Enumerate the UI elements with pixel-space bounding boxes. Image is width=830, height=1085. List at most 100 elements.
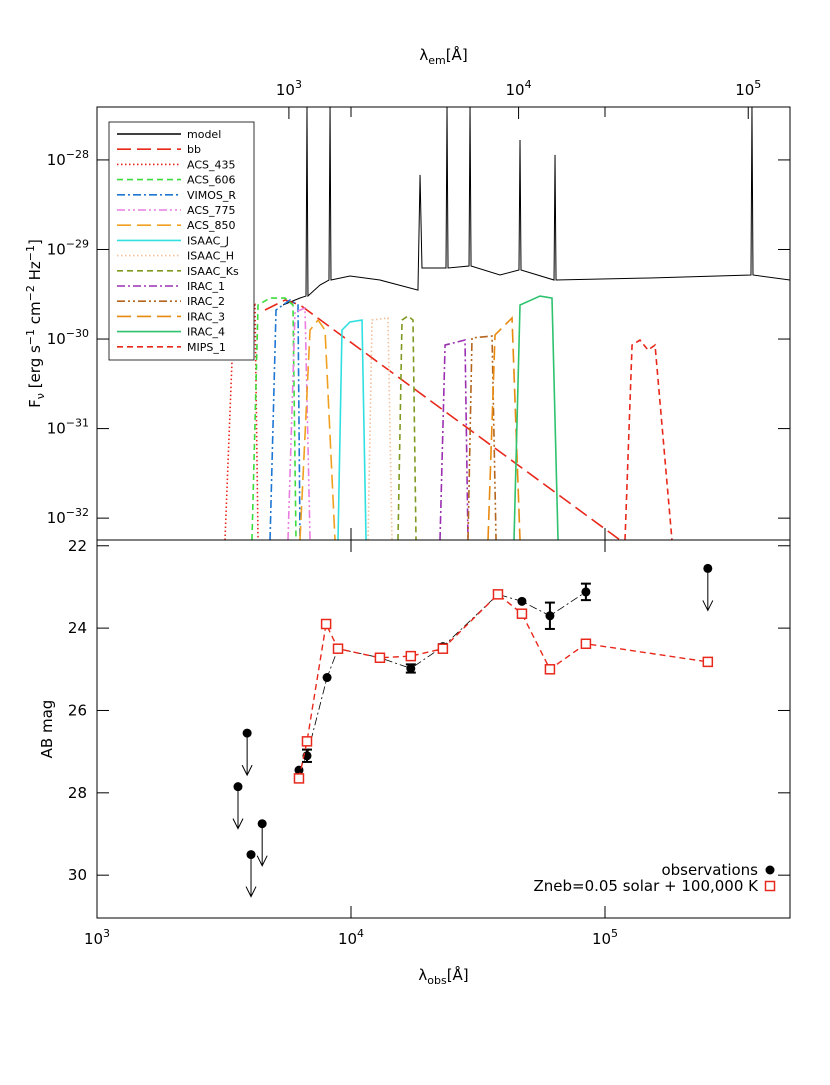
observation-point — [322, 673, 332, 683]
legend-label: MIPS_1 — [187, 341, 226, 354]
model-square — [293, 773, 305, 784]
plot-frame — [96, 539, 791, 919]
legend-label: ISAAC_H — [187, 250, 234, 263]
model-square — [580, 638, 592, 650]
legend-label: IRAC_1 — [187, 280, 225, 293]
legend-label: ACS_775 — [187, 204, 236, 217]
observation-point — [406, 663, 416, 673]
y-tick-label-exp: −28 — [66, 148, 89, 161]
y-tick-label: 26 — [68, 701, 87, 719]
x2-tick-label: 103 — [276, 78, 302, 99]
y-axis-label-part: −1 — [24, 329, 37, 345]
upper-limit-arrow — [702, 568, 714, 612]
x-tick-label-exp: 5 — [611, 927, 618, 940]
bottom-panel — [232, 563, 714, 898]
y-tick-label: 28 — [68, 784, 87, 802]
legend-label: observations — [661, 861, 758, 879]
spectrum-line — [487, 316, 521, 540]
model-square — [320, 618, 332, 630]
y-tick-label: 30 — [68, 866, 87, 884]
y-tick-label: 10−28 — [47, 148, 89, 169]
x2-tick-label-base: 10 — [276, 81, 295, 99]
legend-label: IRAC_4 — [187, 326, 225, 339]
model-square — [437, 643, 449, 654]
x-tick-label-base: 10 — [84, 930, 103, 948]
y-axis-label-part: ν — [34, 393, 47, 399]
legend-marker — [765, 865, 775, 875]
y-tick-label-base: 10 — [47, 420, 66, 438]
y-axis-label-part: cm — [26, 301, 44, 329]
model-square — [544, 664, 556, 675]
observation-point — [581, 587, 591, 597]
legend-label: ACS_435 — [187, 158, 236, 171]
x2-tick-label-exp: 5 — [754, 78, 761, 91]
legend-label: Zneb=0.05 solar + 100,000 K — [533, 877, 759, 895]
legend-label: model — [187, 128, 221, 141]
upper-limit-arrow — [232, 786, 244, 830]
legend-label: IRAC_3 — [187, 310, 225, 323]
x2-axis-label: λem[Å] — [419, 45, 467, 67]
y-axis-label-part: ] — [26, 239, 44, 245]
x-axis-label-part: [Å] — [447, 965, 469, 984]
legend: model bb ACS_435 ACS_606 VIMOS_R ACS_775 ACS_8… — [108, 121, 255, 361]
spectrum-line — [439, 338, 469, 540]
x2-tick-label-base: 10 — [735, 81, 754, 99]
x2-tick-label-exp: 3 — [295, 78, 302, 91]
x-tick-label: 104 — [338, 927, 364, 948]
legend-label: bb — [187, 143, 201, 156]
y-tick-label: 10−31 — [47, 417, 89, 438]
upper-limit-arrow — [245, 854, 257, 898]
model-square — [301, 736, 313, 747]
y-axis-label-part: Hz — [26, 261, 44, 285]
y-axis-label: AB mag — [38, 700, 56, 759]
model-square — [516, 608, 528, 619]
spectrum-line — [282, 107, 790, 306]
model-square — [492, 589, 504, 600]
spectrum-line — [264, 299, 621, 540]
legend-label: ISAAC_Ks — [187, 265, 239, 278]
model-square — [405, 650, 417, 662]
upper-limit-arrow — [241, 733, 253, 777]
spectrum-line — [467, 335, 497, 540]
y-tick-label-exp: −32 — [66, 506, 89, 519]
legend-label: ACS_606 — [187, 174, 236, 187]
x2-axis-label-part: [Å] — [446, 45, 468, 64]
observation-point — [517, 596, 527, 606]
upper-limit-arrow — [256, 823, 268, 867]
spectrum-line — [513, 295, 559, 540]
x-tick-label-exp: 4 — [357, 927, 364, 940]
spectrum-line — [367, 317, 393, 540]
x2-axis-label-part: λ — [419, 46, 428, 64]
connector-line — [298, 593, 708, 779]
legend-marker — [764, 880, 776, 892]
spectrum-line — [224, 303, 259, 540]
y-tick-label-base: 10 — [47, 151, 66, 169]
spectrum-line — [299, 318, 336, 540]
x-axis-label-part: obs — [427, 974, 447, 987]
y-tick-label: 10−29 — [47, 237, 89, 258]
y-tick-label-base: 10 — [47, 509, 66, 527]
x-tick-label-exp: 3 — [103, 927, 110, 940]
model-square — [332, 643, 344, 654]
x2-tick-label-exp: 4 — [525, 78, 532, 91]
y-tick-label: 10−32 — [47, 506, 89, 527]
y-tick-label-exp: −30 — [66, 327, 89, 340]
y-axis-label-part: [erg s — [26, 345, 44, 393]
x-tick-label-base: 10 — [592, 930, 611, 948]
observation-point — [545, 611, 555, 621]
legend-label: IRAC_2 — [187, 295, 225, 308]
y-tick-label: 24 — [68, 619, 87, 637]
x-axis-label-part: λ — [418, 966, 427, 984]
y-axis-label-part: −2 — [24, 285, 37, 301]
y-tick-label: 22 — [68, 537, 87, 555]
spectrum-line — [337, 319, 367, 540]
y-tick-label-base: 10 — [47, 240, 66, 258]
y-axis-label: Fν [erg s−1 cm−2 Hz−1] — [24, 239, 47, 408]
top-panel — [224, 107, 790, 540]
x2-tick-label: 105 — [735, 78, 761, 99]
x2-tick-label: 104 — [506, 78, 532, 99]
y-tick-label-base: 10 — [47, 330, 66, 348]
